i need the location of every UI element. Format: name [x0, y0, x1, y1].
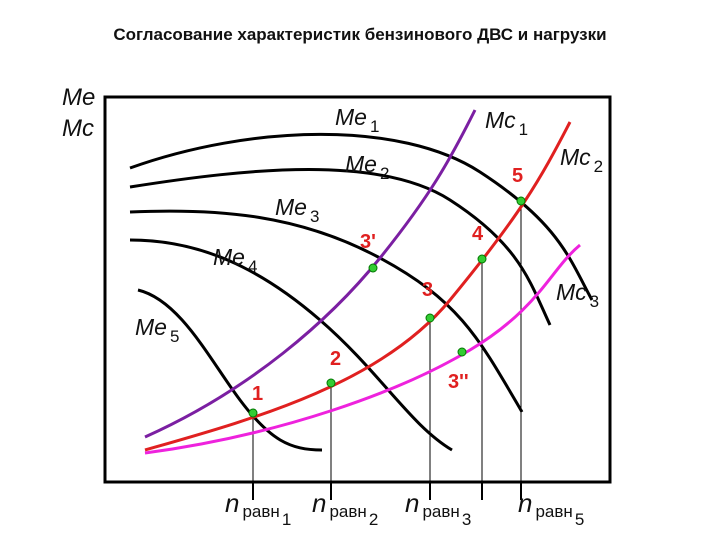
text-part: 2 — [380, 164, 389, 183]
text-part: n — [312, 488, 326, 518]
speed-label: n равн 3 — [405, 488, 471, 529]
operating-point — [368, 263, 378, 273]
text-part: 3 — [422, 279, 433, 301]
speed-label: n равн 1 — [225, 488, 291, 529]
text-part: 5 — [575, 510, 584, 529]
point-label: 2 — [330, 348, 341, 370]
text-part: n — [225, 488, 239, 518]
point-label: 3' — [360, 231, 376, 253]
text-part: Mc — [560, 144, 591, 170]
axis-label: Me — [62, 84, 95, 111]
text-part: 2 — [594, 157, 603, 176]
operating-point — [425, 313, 435, 323]
text-part: 3 — [590, 292, 599, 311]
text-part: равн — [422, 502, 459, 521]
plot-frame — [103, 95, 612, 484]
point-label: 5 — [512, 165, 523, 187]
operating-point — [457, 347, 467, 357]
text-part: n — [405, 488, 419, 518]
operating-point — [248, 408, 258, 418]
text-part: Me — [275, 194, 307, 220]
text-part: 2 — [330, 348, 341, 370]
point-label: 3 — [422, 279, 433, 301]
text-part: 3'' — [448, 371, 469, 393]
curve-label: Me 3 — [275, 194, 319, 226]
characteristic-curve — [144, 121, 572, 452]
curve-label: Mc 2 — [560, 144, 603, 176]
point-label: 4 — [472, 223, 484, 245]
curve-label: Me 4 — [213, 244, 257, 276]
text-part: равн — [535, 502, 572, 521]
curve-label: Me 5 — [135, 314, 179, 346]
characteristic-curve — [137, 288, 323, 452]
text-part: 3' — [360, 231, 376, 253]
characteristic-curve — [144, 109, 477, 439]
curve-label: Mc 1 — [485, 107, 528, 139]
text-part: 1 — [519, 120, 528, 139]
text-part: 1 — [370, 117, 379, 136]
curve-label: Mc 3 — [556, 279, 599, 311]
text-part: Me — [135, 314, 167, 340]
point-label: 3'' — [448, 371, 469, 393]
text-part: Mc — [485, 107, 516, 133]
text-part: равн — [242, 502, 279, 521]
text-part: Me — [213, 244, 245, 270]
text-part: Me — [345, 151, 377, 177]
text-part: 3 — [462, 510, 471, 529]
operating-point — [477, 254, 487, 264]
axis-label: Mc — [62, 115, 94, 142]
text-part: 5 — [512, 165, 523, 187]
text-part: 1 — [252, 383, 263, 405]
curve-label: Me 2 — [345, 151, 389, 183]
text-part: Me — [335, 104, 367, 130]
characteristic-curve — [129, 132, 594, 301]
speed-label: n равн 5 — [518, 488, 584, 529]
text-part: Mc — [556, 279, 587, 305]
speed-label: n равн 2 — [312, 488, 378, 529]
text-part: 3 — [310, 207, 319, 226]
text-part: 2 — [369, 510, 378, 529]
point-label: 1 — [252, 383, 263, 405]
title: Согласование характеристик бензинового Д… — [113, 25, 606, 44]
operating-point — [326, 378, 336, 388]
text-part: n — [518, 488, 532, 518]
characteristic-curve — [144, 243, 581, 455]
operating-point — [516, 196, 526, 206]
text-part: 1 — [282, 510, 291, 529]
characteristic-curve — [129, 168, 552, 326]
curve-label: Me 1 — [335, 104, 379, 136]
text-part: равн — [329, 502, 366, 521]
text-part: 5 — [170, 327, 179, 346]
text-part: 4 — [248, 257, 257, 276]
text-part: 4 — [472, 223, 484, 245]
